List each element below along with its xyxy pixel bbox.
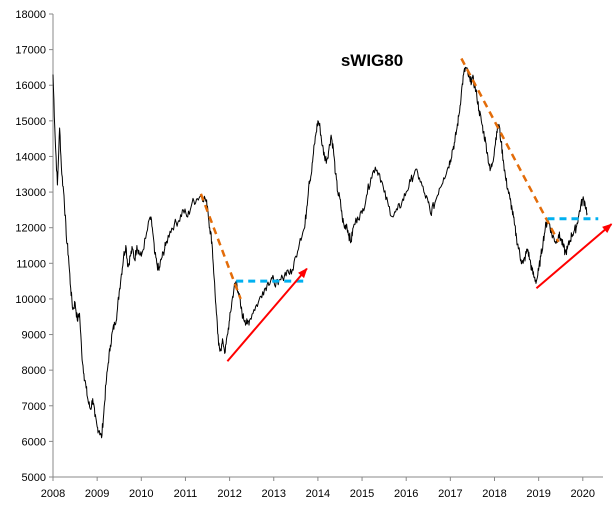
y-tick-label: 7000 xyxy=(22,401,46,413)
y-tick-label: 12000 xyxy=(15,223,46,235)
y-tick-label: 10000 xyxy=(15,294,46,306)
trend-arrow xyxy=(535,223,613,289)
series-group xyxy=(52,66,588,439)
y-tick-label: 6000 xyxy=(22,436,46,448)
chart-title: sWIG80 xyxy=(341,51,403,70)
y-tick-label: 8000 xyxy=(22,365,46,377)
x-tick-label: 2008 xyxy=(41,488,65,500)
y-tick-label: 5000 xyxy=(22,472,46,484)
x-tick-label: 2020 xyxy=(571,488,595,500)
x-tick-label: 2012 xyxy=(217,488,241,500)
trend-arrow xyxy=(226,267,308,362)
x-tick-label: 2018 xyxy=(482,488,506,500)
y-tick-label: 9000 xyxy=(22,330,46,342)
x-tick-label: 2014 xyxy=(306,488,330,500)
x-tick-label: 2013 xyxy=(262,488,286,500)
y-tick-label: 11000 xyxy=(16,258,46,270)
x-tick-label: 2011 xyxy=(174,488,198,500)
y-tick-label: 13000 xyxy=(15,187,46,199)
y-tick-label: 16000 xyxy=(15,80,46,92)
x-tick-label: 2019 xyxy=(526,488,550,500)
trend-dashed-line xyxy=(199,193,242,300)
axes xyxy=(52,14,603,478)
series-line xyxy=(52,66,588,439)
x-tick-label: 2017 xyxy=(438,488,462,500)
y-tick-label: 15000 xyxy=(15,116,46,128)
x-tick-label: 2010 xyxy=(129,488,153,500)
y-axis-ticks: 5000 6000 7000 8000 9000 10000 11000 12000 13000… xyxy=(15,9,53,484)
y-tick-label: 18000 xyxy=(15,9,46,21)
x-tick-label: 2015 xyxy=(350,488,374,500)
x-tick-label: 2016 xyxy=(394,488,418,500)
trend-dashed-line xyxy=(460,57,560,243)
y-tick-label: 17000 xyxy=(15,45,46,57)
x-tick-label: 2009 xyxy=(85,488,109,500)
x-axis-ticks: 2008 2009 2010 2011 2012 2013 2014 2015 2016 2017… xyxy=(41,477,595,500)
y-tick-label: 14000 xyxy=(15,151,46,163)
annotations-group xyxy=(199,57,613,362)
